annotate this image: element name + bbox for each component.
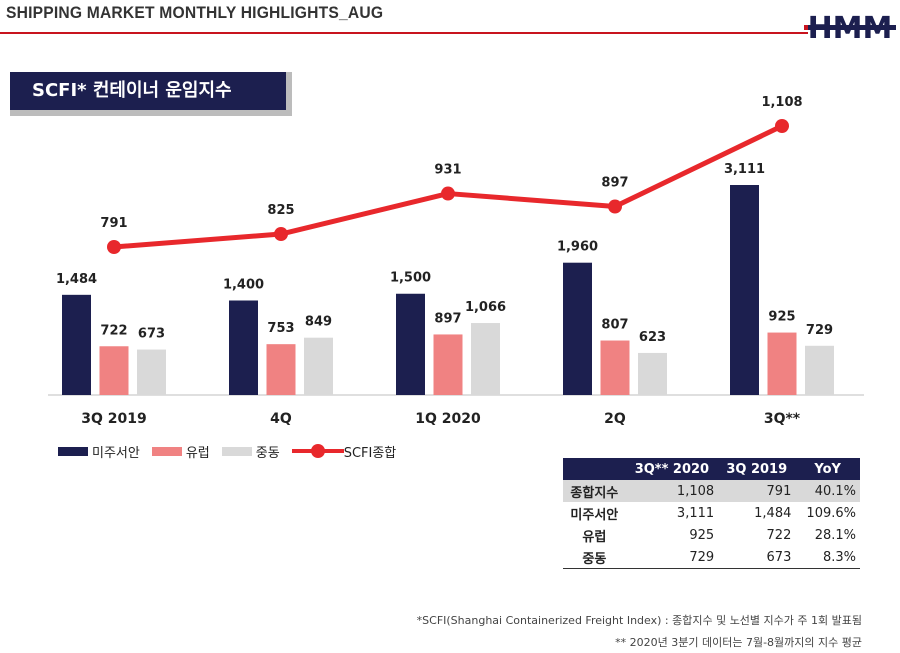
bar-label-europe: 897 [434,311,461,326]
bar-label-americas: 1,400 [223,277,264,292]
bar-europe [433,334,463,395]
scfi-point [608,199,622,214]
bar-americas [229,300,258,395]
table-cell: 3,111 [676,505,715,521]
bar-middle-east [805,345,834,395]
table-header-cell: 3Q 2019 [718,458,796,480]
table-row: 미주서안 3,111 1,484 109.6% [563,502,860,524]
x-tick-label: 4Q [270,411,292,427]
bar-label-americas: 3,111 [724,162,765,177]
scfi-point-label: 1,108 [761,95,802,110]
bar-label-middle-east: 1,066 [465,300,506,315]
legend-label-scfi: SCFI종합 [343,445,397,461]
table-row: 종합지수 1,108 791 40.1% [563,480,860,502]
table-header-cell: YoY [795,458,860,480]
bar-label-americas: 1,484 [56,272,97,287]
x-tick-label: 3Q** [764,411,801,427]
legend-swatch-europe [151,446,182,456]
table-header-cell: 3Q** 2020 [625,458,719,480]
bar-americas [730,185,759,395]
chart-legend: 미주서안 유럽 중동 SCFI종합 [58,441,408,461]
scfi-point-label: 825 [267,203,294,218]
bar-label-europe: 753 [267,321,294,336]
logo-accent [804,25,808,30]
legend-label-europe: 유럽 [185,445,210,461]
table-header-row: 3Q** 2020 3Q 2019 YoY [563,458,860,480]
bar-middle-east [638,352,667,395]
bar-middle-east [304,337,333,395]
scfi-point-label: 897 [601,176,628,191]
bar-label-middle-east: 623 [639,330,666,345]
x-tick-label: 1Q 2020 [415,411,481,427]
bar-europe [767,332,797,395]
table-cell: 722 [766,527,792,543]
bar-label-americas: 1,960 [557,240,598,255]
table-cell: 8.3% [795,546,860,569]
scfi-point-label: 791 [100,216,127,231]
legend-item-europe: 유럽 [151,442,210,461]
bar-label-middle-east: 729 [806,323,833,338]
hmm-logo: HMM [804,11,896,44]
legend-swatch-middle-east [221,446,252,456]
table-row-label: 미주서안 [570,507,619,523]
table-header-cell [563,458,626,480]
bar-label-europe: 807 [601,318,628,333]
table-cell: 28.1% [814,527,856,543]
legend-swatch-americas [58,446,88,456]
table-row-label: 종합지수 [563,480,626,502]
x-tick-label: 2Q [604,411,626,427]
table-cell: 673 [718,546,796,569]
bar-label-europe: 925 [768,310,795,325]
table-cell: 1,108 [625,480,719,502]
logo-stripe [804,25,896,30]
scfi-point [274,227,288,242]
table-cell: 1,484 [754,505,792,521]
bar-europe [266,344,296,395]
bar-europe [600,340,630,395]
scfi-point [441,186,455,201]
bar-middle-east [137,349,166,395]
page-header-title: SHIPPING MARKET MONTHLY HIGHLIGHTS_AUG [6,3,384,22]
legend-label-middle-east: 중동 [255,445,280,461]
table-row: 유럽 925 722 28.1% [563,524,860,546]
legend-item-americas: 미주서안 [58,442,140,461]
bar-label-middle-east: 849 [305,315,332,330]
bar-label-middle-east: 673 [138,327,165,342]
table-cell: 109.6% [806,505,856,521]
scfi-point [107,240,121,254]
legend-item-scfi: SCFI종합 [291,442,397,461]
scfi-point-label: 931 [434,163,461,178]
footnote-scfi: *SCFI(Shanghai Containerized Freight Ind… [416,614,862,627]
summary-table: 3Q** 2020 3Q 2019 YoY 종합지수 1,108 791 40.… [563,458,860,569]
section-title: SCFI* 컨테이너 운임지수 [10,72,286,110]
section-title-shadow: SCFI* 컨테이너 운임지수 [10,72,292,116]
footnote-period: ** 2020년 3분기 데이터는 7월-8월까지의 지수 평균 [615,636,862,649]
bar-middle-east [471,323,500,395]
table-row: 중동 729 673 8.3% [563,546,860,569]
bar-americas [563,262,592,395]
scfi-line [113,123,784,250]
bar-americas [62,294,91,395]
x-tick-label: 3Q 2019 [81,411,146,427]
table-row-label: 유럽 [582,529,607,545]
scfi-point [775,119,789,133]
bar-label-americas: 1,500 [390,271,431,286]
header-divider [0,32,808,34]
bar-americas [396,293,425,395]
table-cell: 791 [718,480,796,502]
table-cell: 40.1% [795,480,860,502]
table-row-label: 중동 [563,546,626,569]
legend-item-middle-east: 중동 [221,442,280,461]
legend-swatch-scfi [291,443,344,459]
logo-text: HMM [808,11,893,44]
table-cell: 729 [625,546,719,569]
bar-europe [99,346,129,395]
legend-label-americas: 미주서안 [92,445,140,461]
bar-label-europe: 722 [100,323,127,338]
table-cell: 925 [689,527,715,543]
